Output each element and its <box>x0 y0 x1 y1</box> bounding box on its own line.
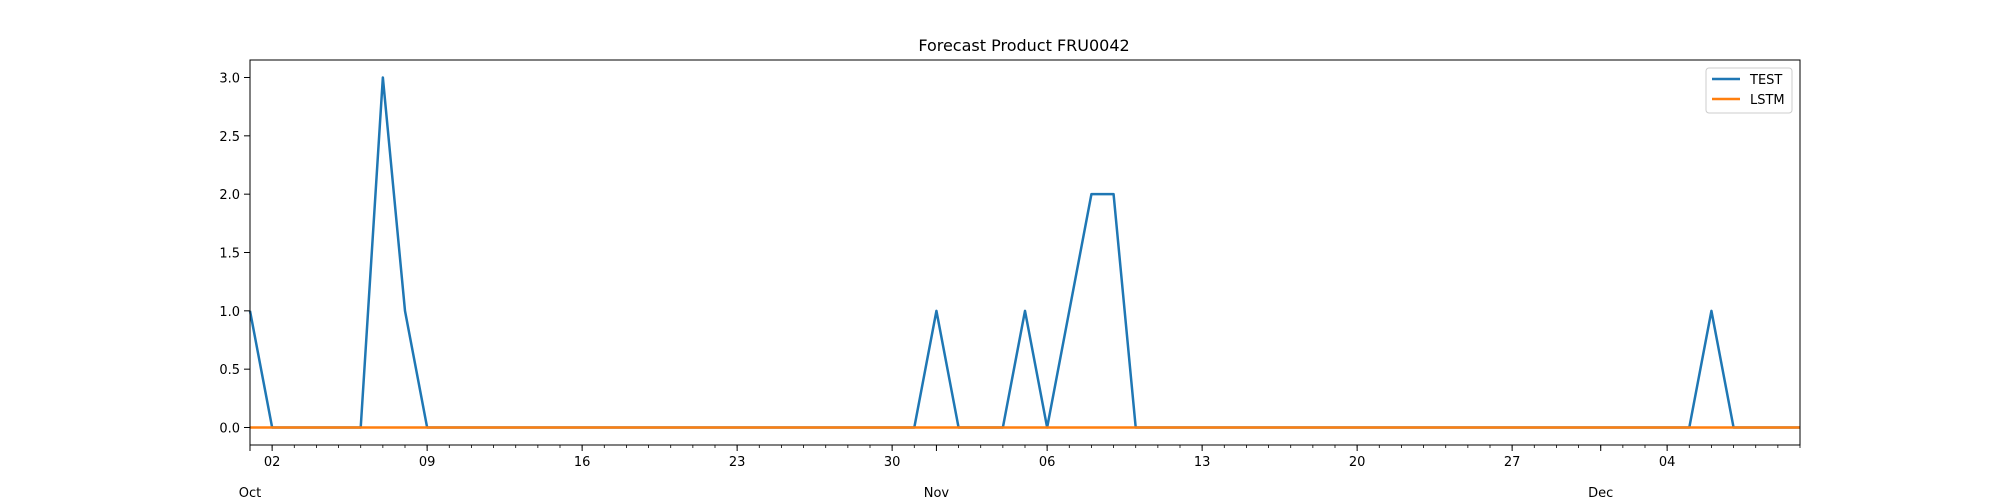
x-tick-label: 23 <box>729 455 746 470</box>
x-tick-label: 09 <box>419 455 436 470</box>
x-month-label: Nov <box>924 486 950 500</box>
y-tick-label: 0.5 <box>219 363 240 378</box>
chart-title: Forecast Product FRU0042 <box>918 36 1129 55</box>
series-line-test <box>248 76 1800 429</box>
y-tick-label: 2.0 <box>219 188 240 203</box>
x-tick-label: 27 <box>1504 455 1521 470</box>
x-tick-label: 04 <box>1659 455 1676 470</box>
y-tick-label: 1.0 <box>219 305 240 320</box>
x-tick-label: 02 <box>264 455 281 470</box>
x-tick-label: 13 <box>1194 455 1211 470</box>
x-month-label: Dec <box>1588 486 1613 500</box>
plot-frame <box>249 59 1801 446</box>
legend-label-lstm: LSTM <box>1750 93 1785 108</box>
y-axis: 0.0 0.5 1.0 1.5 2.0 2.5 3.0 <box>219 72 250 437</box>
plot-lines <box>248 76 1800 429</box>
y-tick-label: 3.0 <box>219 72 240 87</box>
x-tick-label: 30 <box>884 455 901 470</box>
legend-label-test: TEST <box>1749 73 1782 88</box>
x-tick-label: 06 <box>1039 455 1056 470</box>
y-tick-label: 0.0 <box>219 422 240 437</box>
y-tick-label: 1.5 <box>219 247 240 262</box>
legend: TEST LSTM <box>1705 67 1793 114</box>
x-tick-label: 20 <box>1349 455 1366 470</box>
x-tick-label: 16 <box>574 455 591 470</box>
y-tick-label: 2.5 <box>219 130 240 145</box>
x-axis: 02 09 16 23 30 06 13 20 27 04 Oct Nov Dec <box>239 445 1801 500</box>
x-month-label: Oct <box>239 486 261 500</box>
